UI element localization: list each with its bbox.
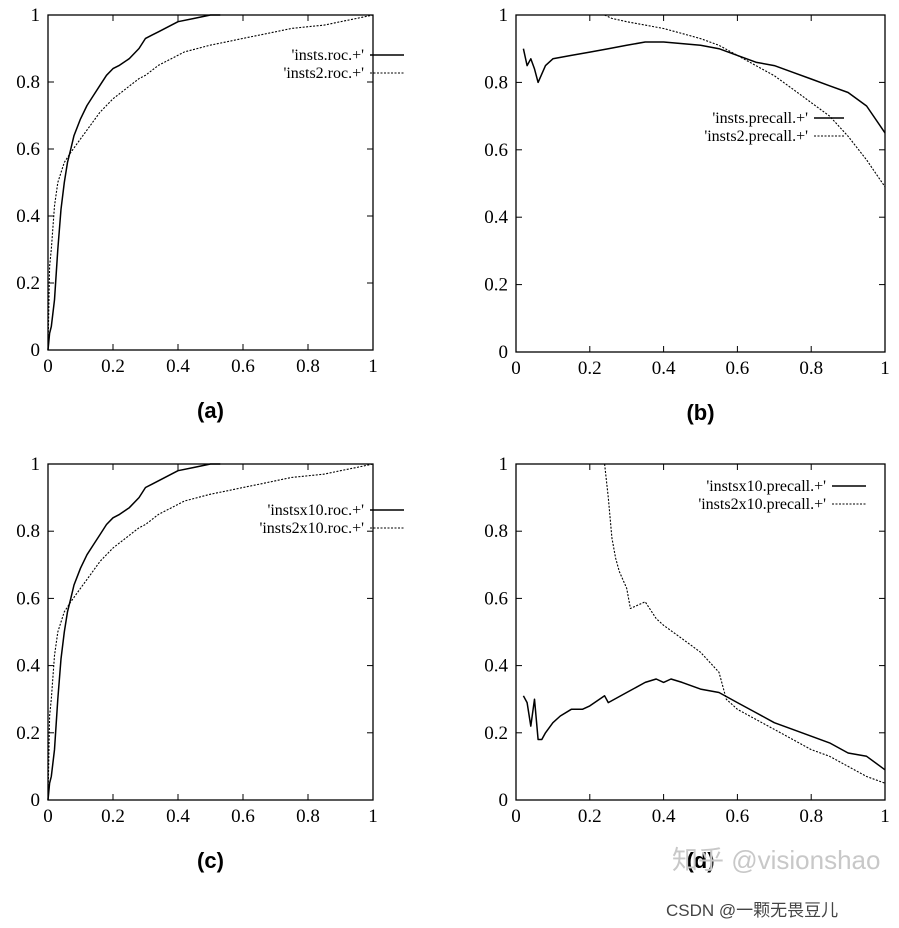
y-tick-label: 0.2 (16, 723, 40, 744)
y-tick-label: 0.6 (16, 588, 40, 609)
csdn-watermark: CSDN @一颗无畏豆儿 (666, 901, 839, 920)
y-tick-label: 1 (499, 5, 509, 26)
x-tick-label: 1 (368, 356, 378, 377)
y-tick-label: 0.6 (484, 140, 508, 161)
y-tick-label: 0.8 (484, 521, 508, 542)
legend-label: 'insts.roc.+' (291, 47, 364, 64)
panel-caption: (c) (197, 848, 224, 873)
chart-panel-b: 0 0.2 0.4 0.6 0.8 1 0 0.2 0.4 0.6 0.8 1 'insts.preca… (484, 5, 890, 425)
x-tick-label: 0.8 (296, 806, 320, 827)
x-tick-label: 0.8 (296, 356, 320, 377)
series-line-2 (604, 463, 886, 784)
x-tick-label: 0 (43, 356, 53, 377)
y-tick-label: 0.8 (16, 72, 40, 93)
legend-label: 'instsx10.roc.+' (267, 502, 364, 519)
series-line-2 (604, 14, 886, 188)
y-tick-label: 1 (499, 454, 509, 475)
legend-label: 'insts2x10.roc.+' (259, 520, 364, 537)
y-tick-label: 0.4 (16, 206, 40, 227)
x-tick-label: 0 (43, 806, 53, 827)
y-tick-label: 0.4 (484, 207, 508, 228)
zhihu-watermark: 知乎 @visionshao (672, 845, 881, 875)
series-line-1 (47, 463, 221, 801)
y-tick-label: 0.2 (484, 723, 508, 744)
chart-panel-c: 0 0.2 0.4 0.6 0.8 1 0 0.2 0.4 0.6 0.8 1 'instsx10.ro… (16, 454, 404, 873)
x-tick-label: 0.2 (578, 358, 602, 379)
x-tick-label: 0.8 (799, 806, 823, 827)
plot-frame (515, 463, 886, 801)
x-tick-label: 0.8 (799, 358, 823, 379)
x-tick-label: 0 (511, 358, 521, 379)
x-tick-label: 0.6 (231, 806, 255, 827)
x-tick-label: 0.4 (652, 358, 676, 379)
y-tick-label: 0.8 (484, 72, 508, 93)
x-tick-label: 0.2 (101, 806, 125, 827)
y-tick-label: 1 (31, 5, 41, 26)
x-tick-label: 1 (880, 358, 890, 379)
y-tick-label: 0 (499, 342, 509, 363)
x-tick-label: 0.6 (726, 806, 750, 827)
y-tick-label: 0 (31, 340, 41, 361)
legend-label: 'insts.precall.+' (712, 110, 808, 127)
panel-caption: (d) (686, 848, 714, 873)
x-tick-label: 1 (368, 806, 378, 827)
series-line-2 (47, 14, 374, 351)
y-tick-label: 1 (31, 454, 41, 475)
series-line-1 (522, 678, 886, 771)
y-tick-label: 0 (31, 790, 41, 811)
series-line-1 (522, 41, 886, 134)
x-tick-label: 0.4 (652, 806, 676, 827)
x-tick-label: 0.4 (166, 356, 190, 377)
y-tick-label: 0 (499, 790, 509, 811)
y-tick-label: 0.4 (484, 656, 508, 677)
legend-label: 'insts2x10.precall.+' (698, 496, 826, 513)
chart-panel-a: 0 0.2 0.4 0.6 0.8 1 0 0.2 0.4 0.6 0.8 1 'insts.roc.+… (16, 5, 404, 423)
y-tick-label: 0.4 (16, 656, 40, 677)
x-tick-label: 0.6 (231, 356, 255, 377)
series-line-2 (47, 463, 374, 801)
legend-label: 'instsx10.precall.+' (706, 478, 826, 495)
x-tick-label: 0.2 (101, 356, 125, 377)
x-tick-label: 0.2 (578, 806, 602, 827)
chart-panel-d: 0 0.2 0.4 0.6 0.8 1 0 0.2 0.4 0.6 0.8 1 'instsx10.pr… (484, 454, 890, 873)
y-tick-label: 0.6 (484, 588, 508, 609)
y-tick-label: 0.2 (16, 273, 40, 294)
x-tick-label: 0.6 (726, 358, 750, 379)
y-tick-label: 0.8 (16, 521, 40, 542)
y-tick-label: 0.6 (16, 139, 40, 160)
x-tick-label: 0.4 (166, 806, 190, 827)
legend-label: 'insts2.roc.+' (283, 65, 364, 82)
series-line-1 (47, 14, 221, 351)
panel-caption: (a) (197, 398, 224, 423)
panel-caption: (b) (686, 400, 714, 425)
legend-label: 'insts2.precall.+' (704, 128, 808, 145)
y-tick-label: 0.2 (484, 275, 508, 296)
plot-frame (515, 14, 886, 353)
x-tick-label: 1 (880, 806, 890, 827)
x-tick-label: 0 (511, 806, 521, 827)
